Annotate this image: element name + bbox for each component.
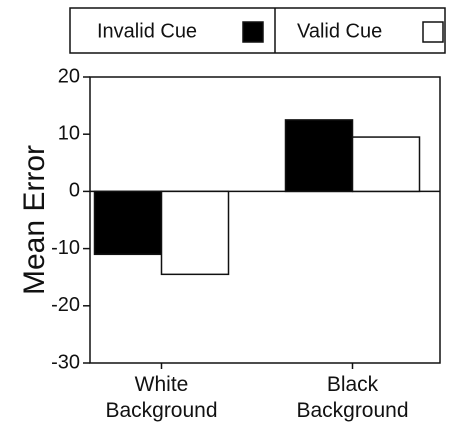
bar [160, 190, 230, 276]
legend-label: Invalid Cue [97, 20, 197, 42]
y-tick-label: 0 [69, 180, 80, 202]
legend-label: Valid Cue [297, 20, 382, 42]
y-tick-label: 10 [58, 122, 80, 144]
legend-box [69, 7, 446, 54]
x-tick-label: Black Background [296, 373, 409, 422]
y-axis-label: Mean Error [18, 145, 51, 295]
y-tick-label: -30 [51, 351, 80, 373]
legend-swatch [242, 21, 264, 43]
bar [284, 119, 354, 193]
bar [351, 136, 421, 193]
bar [93, 190, 163, 256]
legend-swatch [422, 21, 444, 43]
y-tick-label: -20 [51, 294, 80, 316]
plot-frame [89, 76, 441, 364]
y-tick-label: -10 [51, 237, 80, 259]
y-tick-label: 20 [58, 65, 80, 87]
x-tick-label: White Background [105, 373, 218, 422]
